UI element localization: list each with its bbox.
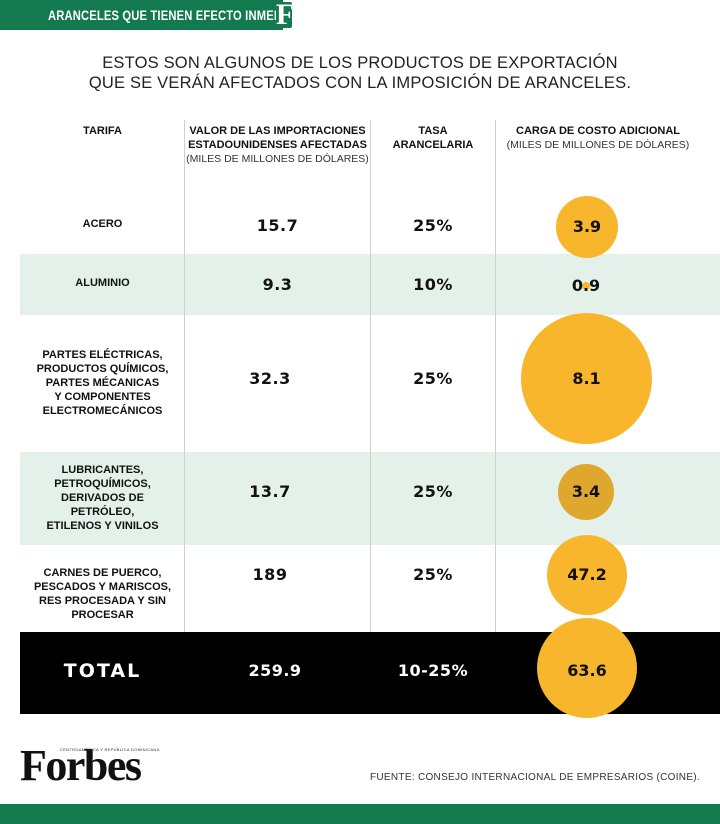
valor-aluminio: 9.3 — [262, 275, 293, 294]
column-divider-3 — [495, 120, 496, 632]
header-valor: VALOR DE LAS IMPORTACIONES ESTADOUNIDENS… — [185, 124, 370, 166]
header-carga-sub: (MILES DE MILLONES DE DÓLARES) — [506, 139, 690, 151]
carga-total: 63.6 — [567, 661, 607, 680]
header-tarifa: TARIFA — [20, 124, 185, 138]
header-carga: CARGA DE COSTO ADICIONAL (MILES DE MILLO… — [496, 124, 700, 152]
tasa-total: 10-25% — [397, 661, 469, 680]
tasa-partes: 25% — [413, 369, 453, 388]
bubble-acero — [556, 196, 618, 258]
carga-acero: 3.9 — [572, 217, 602, 236]
header-valor-line-1: VALOR DE LAS IMPORTACIONES — [189, 125, 366, 137]
row-label-line: PARTES MÉCANICAS — [45, 377, 160, 389]
row-label-line: DERIVADOS DE — [61, 492, 144, 504]
row-label-aluminio: ALUMINIO — [20, 276, 185, 290]
row-label-line: Y COMPONENTES — [54, 391, 151, 403]
row-label-line: ALUMINIO — [75, 277, 130, 289]
row-label-line: ETILENOS Y VINILOS — [46, 520, 159, 532]
source-note: FUENTE: CONSEJO INTERNACIONAL DE EMPRESA… — [369, 772, 700, 783]
header-tasa-line-2: ARANCELARIA — [392, 139, 474, 151]
row-label-carnes: CARNES DE PUERCO, PESCADOS Y MARISCOS, R… — [20, 566, 185, 622]
forbes-logo: Forbes — [20, 741, 142, 790]
bottom-bar — [0, 804, 720, 824]
forbes-logo-subtitle: CENTROAMÉRICA Y REPÚBLICA DOMINICANA — [60, 747, 160, 752]
bubble-partes — [521, 313, 652, 444]
valor-lubricantes: 13.7 — [249, 482, 291, 501]
row-label-partes: PARTES ELÉCTRICAS, PRODUCTOS QUÍMICOS, P… — [20, 348, 185, 418]
valor-carnes: 189 — [252, 565, 288, 584]
valor-partes: 32.3 — [249, 369, 291, 388]
page-title: ARANCELES QUE TIENEN EFECTO INMEDIATO — [48, 7, 309, 23]
row-label-line: PETROQUÍMICOS, — [54, 478, 151, 490]
column-divider-1 — [184, 120, 185, 632]
valor-total: 259.9 — [248, 661, 302, 680]
carga-lubricantes: 3.4 — [571, 482, 601, 501]
bubble-lubricantes — [558, 464, 614, 520]
intro-line-2: QUE SE VERÁN AFECTADOS CON LA IMPOSICIÓN… — [88, 74, 632, 92]
bubble-carnes — [547, 535, 627, 615]
title-band — [0, 0, 283, 30]
row-label-acero: ACERO — [20, 217, 185, 231]
carga-partes: 8.1 — [572, 369, 601, 388]
header-valor-sub: (MILES DE MILLONES DE DÓLARES) — [186, 153, 369, 165]
row-label-line: RES PROCESADA Y SIN — [39, 595, 166, 607]
intro-text: ESTOS SON ALGUNOS DE LOS PRODUCTOS DE EX… — [0, 53, 720, 93]
title-bar: ARANCELES QUE TIENEN EFECTO INMEDIATO F — [0, 0, 720, 30]
header-carga-line-1: CARGA DE COSTO ADICIONAL — [516, 125, 680, 137]
column-divider-2 — [370, 120, 371, 632]
tasa-aluminio: 10% — [413, 275, 453, 294]
row-label-line: PARTES ELÉCTRICAS, — [42, 349, 163, 361]
row-label-line: ACERO — [82, 218, 123, 230]
row-label-line: PROCESAR — [71, 609, 134, 621]
bubble-aluminio — [582, 282, 590, 290]
carga-aluminio: 0.9 — [571, 276, 601, 295]
total-label: TOTAL — [63, 660, 142, 682]
row-label-line: PESCADOS Y MARISCOS, — [33, 581, 172, 593]
header-valor-line-2: ESTADOUNIDENSES AFECTADAS — [188, 139, 367, 151]
brand-mark-background — [276, 2, 292, 28]
bubble-total — [537, 618, 637, 718]
header-tasa: TASA ARANCELARIA — [371, 124, 495, 152]
row-label-line: LUBRICANTES, — [61, 464, 144, 476]
row-label-line: CARNES DE PUERCO, — [43, 567, 162, 579]
row-label-lubricantes: LUBRICANTES, PETROQUÍMICOS, DERIVADOS DE… — [20, 463, 185, 533]
tasa-acero: 25% — [413, 216, 453, 235]
row-label-line: PETRÓLEO, — [70, 506, 135, 518]
header-tarifa-label: TARIFA — [83, 125, 122, 137]
carga-carnes: 47.2 — [567, 565, 607, 584]
intro-line-1: ESTOS SON ALGUNOS DE LOS PRODUCTOS DE EX… — [102, 54, 618, 72]
tasa-carnes: 25% — [413, 565, 453, 584]
row-label-line: PRODUCTOS QUÍMICOS, — [36, 363, 169, 375]
header-tasa-line-1: TASA — [418, 125, 448, 137]
valor-acero: 15.7 — [256, 216, 299, 235]
row-label-line: ELECTROMECÁNICOS — [42, 405, 163, 417]
brand-mark-icon: F — [275, 0, 295, 31]
tasa-lubricantes: 25% — [413, 482, 453, 501]
